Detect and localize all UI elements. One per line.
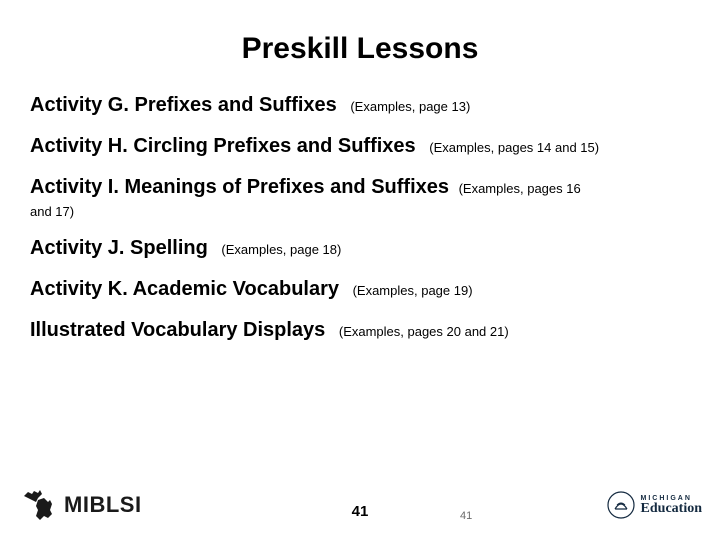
activity-label: Illustrated Vocabulary Displays [30,319,325,341]
activity-ref-wrap: and 17) [30,203,690,221]
education-main: Education [641,502,702,516]
footer: MIBLSI 41 41 MICHIGAN Education [0,478,720,540]
activity-ref: (Examples, page 19) [353,283,473,298]
activity-label: Activity G. Prefixes and Suffixes [30,94,337,116]
activity-label: Activity H. Circling Prefixes and Suffix… [30,135,416,157]
page-number-center: 41 [352,503,369,520]
activity-line: Activity G. Prefixes and Suffixes (Examp… [30,92,690,119]
education-seal-icon [607,491,635,519]
education-text: MICHIGAN Education [641,495,702,516]
miblsi-text: MIBLSI [64,492,142,518]
activity-label: Activity I. Meanings of Prefixes and Suf… [30,176,449,198]
activity-line: Activity K. Academic Vocabulary (Example… [30,276,690,303]
activity-ref: (Examples, pages 14 and 15) [429,140,599,155]
page-number-small: 41 [460,510,472,522]
activity-label: Activity K. Academic Vocabulary [30,278,339,300]
miblsi-logo: MIBLSI [18,488,142,522]
activity-label: Activity J. Spelling [30,237,208,259]
michigan-education-logo: MICHIGAN Education [607,491,702,519]
activity-line: Activity H. Circling Prefixes and Suffix… [30,133,690,160]
activity-line: Activity I. Meanings of Prefixes and Suf… [30,174,690,221]
activity-ref: (Examples, page 13) [350,99,470,114]
activity-ref: (Examples, pages 16 [459,181,581,196]
activity-line: Illustrated Vocabulary Displays (Example… [30,317,690,344]
activity-line: Activity J. Spelling (Examples, page 18) [30,235,690,262]
activity-ref: (Examples, page 18) [221,242,341,257]
slide-title: Preskill Lessons [30,32,690,66]
michigan-shape-icon [18,488,58,522]
slide: Preskill Lessons Activity G. Prefixes an… [0,0,720,540]
activity-ref: (Examples, pages 20 and 21) [339,324,509,339]
